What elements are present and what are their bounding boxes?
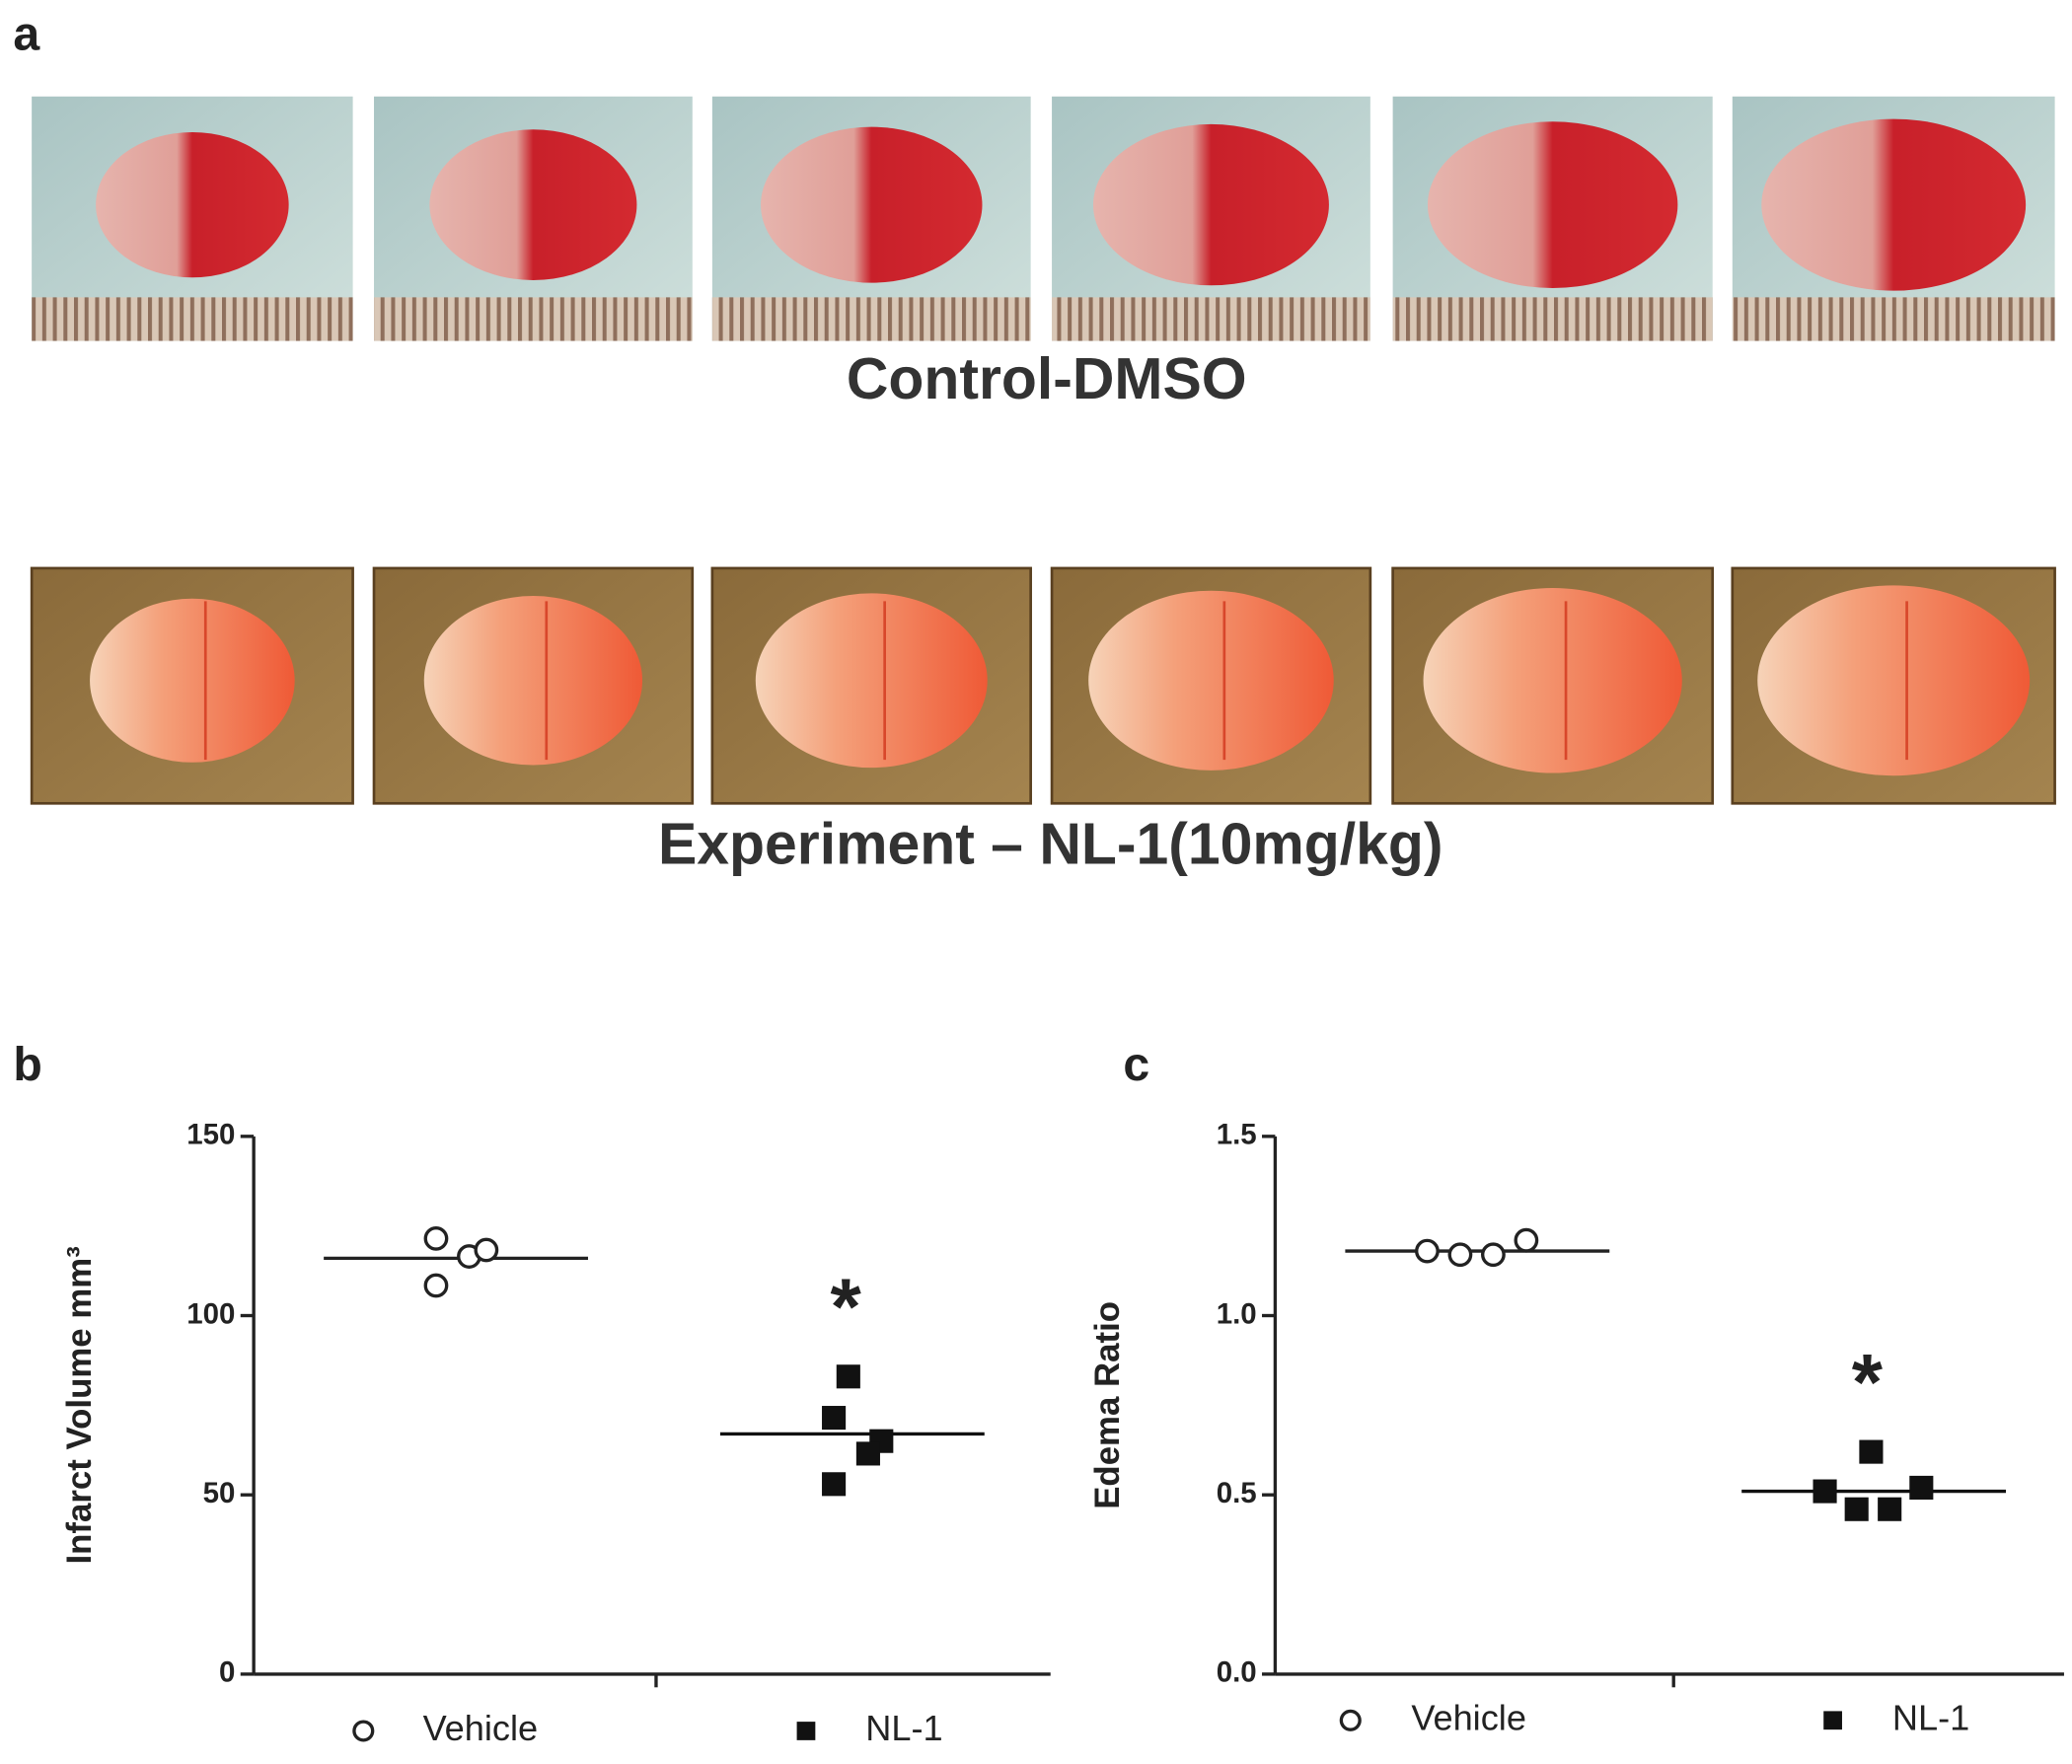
data-point	[822, 1472, 847, 1497]
y-axis-label: Infarct Volume mm³	[60, 1246, 99, 1564]
brain-slice	[423, 596, 643, 766]
ruler	[1392, 297, 1713, 341]
data-point	[423, 1273, 449, 1298]
brain-slice	[761, 126, 983, 283]
y-tick-label: 50	[203, 1477, 236, 1509]
legend-marker	[352, 1720, 375, 1742]
y-tick-label: 1.0	[1217, 1297, 1257, 1330]
legend-label: Vehicle	[1411, 1697, 1526, 1737]
data-point	[855, 1441, 880, 1466]
legend-marker	[1823, 1711, 1842, 1730]
data-point	[1813, 1479, 1837, 1504]
brain-slice	[755, 593, 988, 769]
y-tick-label: 0.0	[1217, 1656, 1257, 1689]
significance-marker: *	[831, 1263, 862, 1352]
data-point	[1909, 1475, 1934, 1500]
data-point	[822, 1406, 847, 1431]
data-point	[1447, 1242, 1473, 1268]
data-point	[1415, 1238, 1440, 1264]
y-axis-label: Edema Ratio	[1088, 1301, 1127, 1509]
y-tick-label: 1.5	[1217, 1119, 1257, 1151]
brain-slice	[1757, 585, 2031, 776]
y-tick-label: 0.5	[1217, 1477, 1257, 1509]
ruler	[1052, 297, 1370, 341]
ruler	[1732, 297, 2055, 341]
data-point	[1859, 1439, 1884, 1464]
significance-marker: *	[1852, 1339, 1884, 1428]
data-point	[1844, 1497, 1869, 1521]
data-point	[1514, 1227, 1539, 1253]
data-point	[474, 1237, 499, 1263]
data-point	[1878, 1497, 1902, 1521]
panel-label: c	[1123, 1038, 1149, 1091]
legend-label: NL-1	[865, 1708, 942, 1748]
legend-marker	[796, 1722, 816, 1740]
ruler	[374, 297, 693, 341]
y-tick-label: 100	[186, 1297, 235, 1330]
data-point	[1481, 1242, 1506, 1268]
caption: Experiment – NL-1(10mg/kg)	[658, 812, 1443, 876]
caption: Control-DMSO	[847, 347, 1247, 411]
y-tick-label: 150	[186, 1119, 235, 1151]
brain-slice	[1423, 588, 1682, 773]
brain-slice	[1761, 118, 2027, 291]
panel-label: b	[13, 1038, 41, 1091]
brain-slice	[96, 131, 289, 278]
ruler	[32, 297, 353, 341]
brain-slice-images	[30, 96, 2056, 805]
ruler	[711, 297, 1031, 341]
legend-label: NL-1	[1892, 1697, 1969, 1737]
brain-slice	[90, 598, 295, 763]
brain-slice	[429, 129, 637, 280]
panel-label: a	[13, 7, 40, 60]
brain-slice	[1092, 123, 1329, 286]
legend-label: Vehicle	[423, 1708, 539, 1748]
brain-slice	[1088, 590, 1334, 771]
y-tick-label: 0	[219, 1656, 235, 1689]
legend-marker	[1339, 1709, 1362, 1731]
data-point	[423, 1225, 449, 1251]
brain-slice	[1427, 121, 1678, 288]
data-point	[836, 1364, 860, 1389]
